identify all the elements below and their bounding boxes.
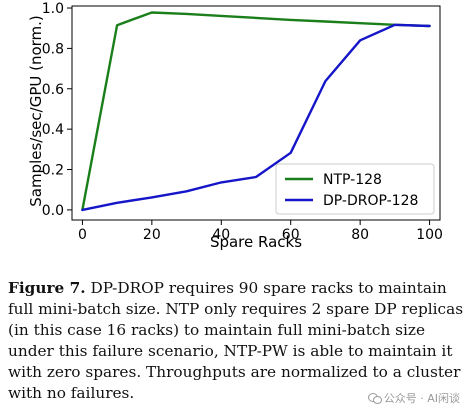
plot-frame bbox=[71, 5, 441, 221]
y-tick-label: 0.8 bbox=[42, 41, 64, 57]
x-tick-label: 60 bbox=[282, 227, 300, 243]
x-axis-label: Spare Racks bbox=[210, 233, 302, 251]
figure-caption: Figure 7. DP-DROP requires 90 spare rack… bbox=[8, 278, 470, 404]
legend-label-dp-drop-128: DP-DROP-128 bbox=[323, 193, 418, 209]
x-tick-label: 40 bbox=[212, 227, 230, 243]
x-tick-label: 80 bbox=[351, 227, 369, 243]
y-axis-label: Samples/sec/GPU (norm.) bbox=[27, 15, 45, 207]
y-tick-label: 1.0 bbox=[42, 1, 64, 17]
y-tick-label: 0.2 bbox=[42, 163, 64, 179]
caption-label: Figure 7. bbox=[8, 279, 86, 297]
chat-bubble-icon bbox=[367, 392, 382, 404]
y-tick-label: 0.6 bbox=[42, 82, 64, 98]
watermark-text: 公众号 · AI闲谈 bbox=[383, 392, 460, 405]
legend-label-ntp-128: NTP-128 bbox=[323, 172, 382, 188]
series-line-dp-drop-128 bbox=[81, 23, 431, 212]
series-line-ntp-128 bbox=[81, 11, 431, 212]
y-tick-label: 0.4 bbox=[42, 122, 64, 138]
x-tick-label: 20 bbox=[143, 227, 161, 243]
watermark: 公众号 · AI闲谈 bbox=[363, 389, 464, 407]
legend-box bbox=[275, 163, 435, 215]
y-tick-label: 0.0 bbox=[42, 203, 64, 219]
caption-text: DP-DROP requires 90 spare racks to maint… bbox=[8, 279, 464, 402]
x-tick-label: 0 bbox=[78, 227, 87, 243]
x-tick-label: 100 bbox=[416, 227, 443, 243]
line-chart: 0 20 40 60 80 100 0.0 0.2 0.4 0.6 0.8 1.0 NTP-128 DP… bbox=[27, 1, 443, 251]
